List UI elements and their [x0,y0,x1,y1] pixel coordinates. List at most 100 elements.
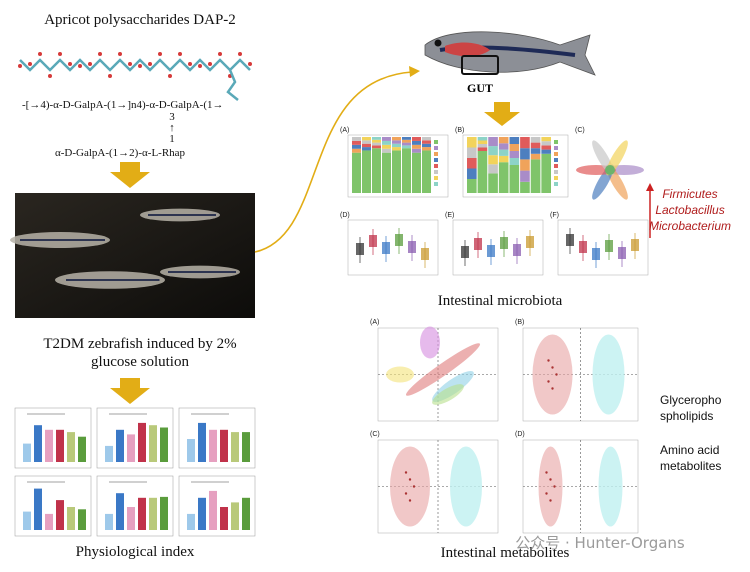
mini-bar [160,496,168,530]
stack-seg [467,179,477,193]
microbiota-label: Intestinal microbiota [438,293,563,309]
mini-bar [220,507,228,530]
stack-seg [541,141,551,146]
legend-swatch [434,170,438,174]
stack-seg [372,137,381,140]
physiology-label: Physiological index [76,544,195,560]
gut-label: GUT [467,81,493,95]
mini-bar [34,488,42,530]
stack-seg [352,137,361,141]
panel-label: (A) [370,319,379,326]
box [500,237,508,249]
panel-label: (C) [370,431,380,438]
box [474,238,482,250]
mini-bar [56,429,64,462]
stack-seg [477,140,488,144]
sample-point [551,366,554,369]
box [513,244,521,256]
stack-seg [392,143,401,148]
stack-seg [509,137,520,144]
stack-seg [541,153,551,193]
formula-branch: ↑ [169,122,175,134]
stack-seg [541,145,551,150]
stack-seg [412,148,421,153]
box [566,234,574,246]
metabolites-label: Intestinal metabolites [441,545,570,561]
stack-seg [477,151,488,193]
metabolite-panels: (A) (B) (C) (D) [370,319,639,534]
mini-bar [45,429,53,462]
mini-bar [67,432,75,462]
panel-label: (D) [340,212,350,219]
arrow-down [110,162,150,188]
stack-seg [467,137,477,148]
sample-point [412,485,416,488]
stack-seg [422,140,431,144]
bond-chain [19,58,251,72]
stack-seg [422,143,431,148]
atom [218,52,222,56]
stack-seg [509,165,520,193]
mini-bar [160,427,168,462]
stack-seg [352,148,361,153]
mini-bar [78,509,86,530]
microbiota-panels: (A) (B) (C) (D) (E) (F) [340,127,649,276]
stack-seg [467,147,477,158]
legend-swatch [434,146,438,150]
atom [118,52,122,56]
increase-arrow-head [646,183,654,191]
atom [158,52,162,56]
stack-seg [352,140,361,145]
stack-seg [382,140,391,145]
group-ellipse [420,326,440,359]
stack-seg [382,144,391,149]
fish-organ [445,42,490,57]
mini-bar [149,425,157,462]
stack-seg [541,137,551,142]
stack-seg [422,147,431,151]
mini-bar [23,511,31,530]
gut-box [461,55,499,75]
arrow-down [484,102,520,126]
stack-seg [530,153,541,160]
panel-label: (F) [550,212,559,219]
pathway: Amino acid [660,443,719,457]
stack-seg [362,137,371,141]
fish-photo [15,193,255,318]
stack-seg [477,144,488,148]
stack-seg [382,137,391,141]
atom [248,62,252,66]
group-ellipse [405,343,481,396]
stack-seg [498,137,509,144]
model-label: T2DM zebrafish induced by 2% [43,336,236,352]
legend-swatch [434,182,438,186]
mini-bar [242,497,250,530]
formula-branch: 1 [169,133,175,145]
mini-bar [127,434,135,462]
sample-point [547,380,550,383]
pathway: metabolites [660,459,721,473]
box [356,243,364,255]
sample-point [553,485,556,488]
stack-seg [422,150,431,193]
atom [18,64,22,68]
sample-point [555,373,558,376]
atom [148,62,152,66]
mini-bar [187,439,195,462]
mini-bar [231,502,239,530]
group-ellipse [386,366,414,383]
sample-point [404,471,408,474]
atom [38,52,42,56]
atom [78,64,82,68]
stack-seg [467,168,477,179]
box [631,239,639,251]
atom [178,52,182,56]
stack-seg [382,152,391,193]
stack-seg [488,164,498,174]
stack-seg [402,142,411,146]
stack-seg [488,173,498,193]
stack-seg [498,149,509,156]
legend-swatch [554,140,558,144]
watermark: 公众号 · Hunter-Organs [515,534,685,552]
